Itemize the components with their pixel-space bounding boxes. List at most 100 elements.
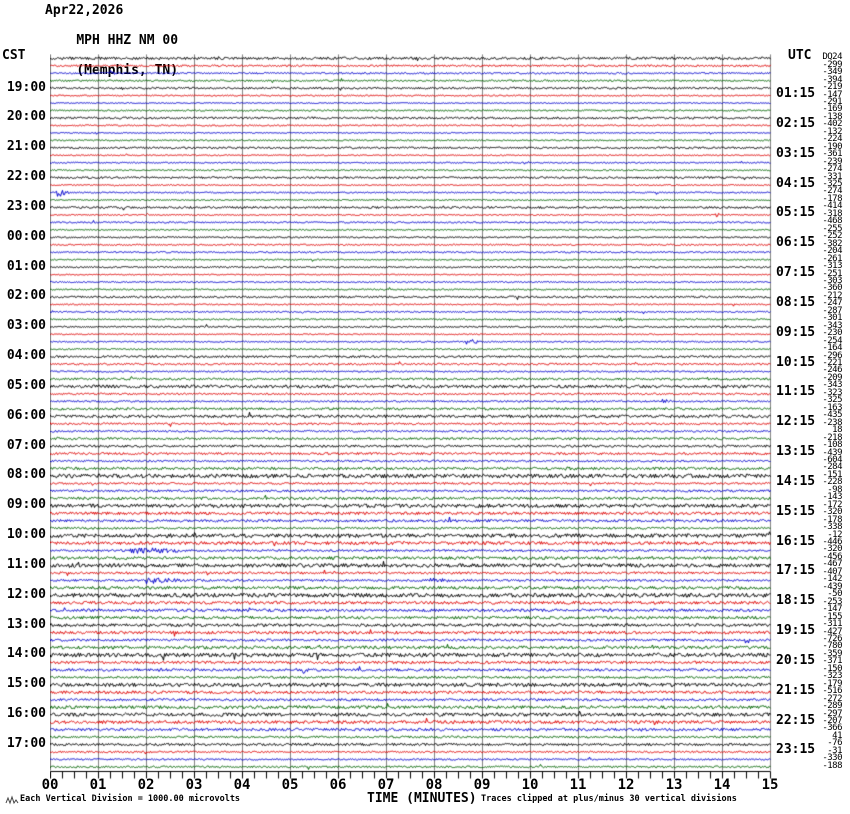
right-hour-label: 18:15 xyxy=(776,593,816,609)
right-hour-label: 12:15 xyxy=(776,414,816,430)
left-hour-label: 00:00 xyxy=(6,228,46,244)
trace-offset-value: -366 xyxy=(822,723,842,734)
trace-offset-value: -255 xyxy=(822,223,842,234)
trace-offset-value: -163 xyxy=(822,402,842,413)
clip-note: Traces clipped at plus/minus 30 vertical… xyxy=(481,794,737,804)
trace-offset-value: -361 xyxy=(822,149,842,160)
trace-offset-value: -155 xyxy=(822,611,842,622)
trace-offset-value: -31 xyxy=(827,745,842,756)
station-label: MPH HHZ NM 00 xyxy=(76,33,179,48)
trace-offset-value: -251 xyxy=(822,268,842,279)
left-hour-label: 02:00 xyxy=(6,288,46,304)
minute-tick-label: 11 xyxy=(569,777,587,793)
trace-offset-value: -228 xyxy=(822,477,842,488)
trace-offset-value: -330 xyxy=(822,753,842,764)
trace-offset-value: -247 xyxy=(822,298,842,309)
trace-offset-value: -382 xyxy=(822,238,842,249)
left-hour-label: 01:00 xyxy=(6,258,46,274)
trace-offset-value: 41 xyxy=(832,730,842,741)
trace-offset-value: -172 xyxy=(822,499,842,510)
trace-offset-value: -253 xyxy=(822,596,842,607)
left-hour-label: 12:00 xyxy=(6,586,46,602)
trace-offset-value: -190 xyxy=(822,141,842,152)
trace-offset-value: -188 xyxy=(822,760,842,771)
minute-tick-label: 09 xyxy=(473,777,491,793)
trace-offset-value: -138 xyxy=(822,111,842,122)
right-timezone-label: UTC xyxy=(788,48,812,63)
minute-tick-label: 01 xyxy=(89,777,107,793)
trace-offset-value: -726 xyxy=(822,633,842,644)
trace-offset-value: -169 xyxy=(822,104,842,115)
left-hour-label: 23:00 xyxy=(6,198,46,214)
trace-offset-value: -291 xyxy=(822,96,842,107)
minute-tick-label: 08 xyxy=(425,777,443,793)
trace-offset-value: -178 xyxy=(822,514,842,525)
left-hour-label: 06:00 xyxy=(6,407,46,423)
trace-offset-value: -439 xyxy=(822,447,842,458)
trace-offset-value: -338 xyxy=(822,522,842,533)
trace-offset-value: -150 xyxy=(822,663,842,674)
minute-tick-label: 04 xyxy=(233,777,251,793)
trace-offset-value: -394 xyxy=(822,74,842,85)
right-hour-label: 20:15 xyxy=(776,652,816,668)
trace-offset-value: -414 xyxy=(822,201,842,212)
trace-offset-value: -261 xyxy=(822,253,842,264)
trace-offset-value: -301 xyxy=(822,313,842,324)
left-hour-label: 15:00 xyxy=(6,676,46,692)
trace-offset-value: -427 xyxy=(822,626,842,637)
right-hour-label: 21:15 xyxy=(776,682,816,698)
trace-offset-value: -359 xyxy=(822,648,842,659)
left-hour-label: 11:00 xyxy=(6,556,46,572)
trace-offset-value: -151 xyxy=(822,469,842,480)
right-hour-label: 01:15 xyxy=(776,86,816,102)
left-hour-label: 04:00 xyxy=(6,348,46,364)
trace-offset-value: -239 xyxy=(822,156,842,167)
right-hour-label: 03:15 xyxy=(776,145,816,161)
trace-offset-value: -325 xyxy=(822,179,842,190)
trace-offset-value: -349 xyxy=(822,67,842,78)
x-axis-title: TIME (MINUTES) xyxy=(367,791,477,806)
trace-offset-value: -204 xyxy=(822,246,842,257)
trace-offset-value: -320 xyxy=(822,544,842,555)
minute-tick-label: 07 xyxy=(377,777,395,793)
trace-offset-value: -446 xyxy=(822,537,842,548)
minute-tick-label: 14 xyxy=(713,777,731,793)
right-hour-label: 17:15 xyxy=(776,563,816,579)
trace-offset-value: -212 xyxy=(822,290,842,301)
trace-offset-value: -311 xyxy=(822,619,842,630)
trace-offset-value: -219 xyxy=(822,82,842,93)
trace-offset-value: -325 xyxy=(822,395,842,406)
trace-offset-value: -297 xyxy=(822,708,842,719)
trace-offset-value: -132 xyxy=(822,126,842,137)
scale-note: Each Vertical Division = 1000.00 microvo… xyxy=(20,794,241,804)
trace-offset-value: -147 xyxy=(822,604,842,615)
left-hour-label: 22:00 xyxy=(6,169,46,185)
trace-offset-value: -50 xyxy=(827,589,842,600)
left-hour-label: 09:00 xyxy=(6,497,46,513)
trace-offset-value: -435 xyxy=(822,410,842,421)
trace-offset-value: -323 xyxy=(822,671,842,682)
right-hour-label: 14:15 xyxy=(776,473,816,489)
trace-offset-value: -252 xyxy=(822,231,842,242)
trace-offset-value: -147 xyxy=(822,89,842,100)
trace-offset-value: -343 xyxy=(822,320,842,331)
trace-offset-value: -439 xyxy=(822,581,842,592)
trace-offset-value: -407 xyxy=(822,566,842,577)
trace-offset-value: -254 xyxy=(822,335,842,346)
trace-offset-value: -238 xyxy=(822,417,842,428)
trace-offset-value: -108 xyxy=(822,440,842,451)
left-hour-label: 08:00 xyxy=(6,467,46,483)
left-hour-label: 03:00 xyxy=(6,318,46,334)
left-hour-label: 07:00 xyxy=(6,437,46,453)
trace-offset-value: -371 xyxy=(822,656,842,667)
trace-offset-value: -209 xyxy=(822,372,842,383)
left-hour-label: 13:00 xyxy=(6,616,46,632)
minute-tick-label: 13 xyxy=(665,777,683,793)
left-timezone-label: CST xyxy=(2,48,26,63)
trace-offset-value: -221 xyxy=(822,358,842,369)
left-hour-label: 16:00 xyxy=(6,706,46,722)
date-label: Apr22,2026 xyxy=(45,3,124,18)
right-hour-label: 06:15 xyxy=(776,235,816,251)
right-hour-label: 07:15 xyxy=(776,265,816,281)
